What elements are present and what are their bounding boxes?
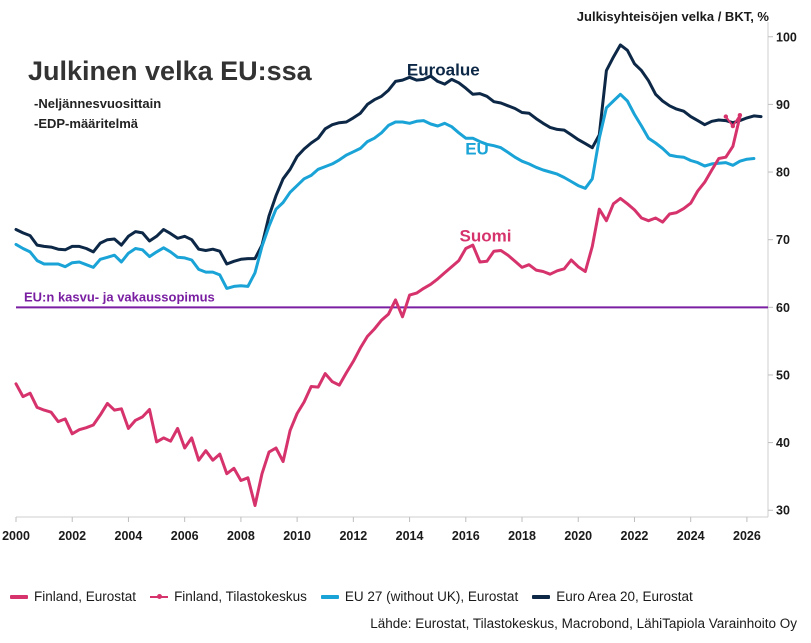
legend-swatch-marker bbox=[150, 593, 169, 599]
y-tick-label: 100 bbox=[776, 30, 797, 44]
legend-swatch bbox=[320, 594, 339, 599]
x-tick-label: 2000 bbox=[2, 529, 30, 543]
legend-swatch bbox=[10, 594, 28, 599]
x-tick-label: 2016 bbox=[452, 529, 480, 543]
series-label: Euroalue bbox=[407, 60, 480, 79]
x-tick-label: 2004 bbox=[115, 529, 143, 543]
x-tick-label: 2022 bbox=[621, 529, 649, 543]
legend-item-finland-tilastokeskus: Finland, Tilastokeskus bbox=[150, 589, 307, 604]
y-tick-label: 70 bbox=[776, 233, 790, 247]
legend-item-finland-eurostat: Finland, Eurostat bbox=[10, 589, 136, 604]
x-tick-label: 2020 bbox=[564, 529, 592, 543]
series-line-2 bbox=[14, 115, 742, 507]
x-tick-label: 2026 bbox=[733, 529, 761, 543]
reference-line-label: EU:n kasvu- ja vakaussopimus bbox=[24, 289, 215, 304]
x-tick-label: 2014 bbox=[396, 529, 424, 543]
legend-label: EU 27 (without UK), Eurostat bbox=[344, 589, 519, 604]
x-tick-label: 2006 bbox=[171, 529, 199, 543]
y-tick-label: 40 bbox=[776, 436, 790, 450]
legend-label: Euro Area 20, Eurostat bbox=[556, 589, 693, 604]
source-note: Lähde: Eurostat, Tilastokeskus, Macrobon… bbox=[370, 616, 797, 631]
chart-subtitle-1: -Neljännesvuosittain bbox=[34, 96, 161, 111]
x-tick-label: 2018 bbox=[508, 529, 536, 543]
chart-title: Julkinen velka EU:ssa bbox=[28, 56, 313, 86]
x-tick-label: 2024 bbox=[677, 529, 705, 543]
x-axis-ticks: 2000 2002 2004 2006 2008 2010 2012 2014 2016 2018… bbox=[2, 517, 761, 543]
legend-item-eu27: EU 27 (without UK), Eurostat bbox=[320, 589, 519, 604]
legend-swatch bbox=[532, 594, 551, 599]
x-tick-label: 2008 bbox=[227, 529, 255, 543]
y-tick-label: 30 bbox=[776, 504, 790, 518]
series-label: Suomi bbox=[459, 227, 511, 246]
x-tick-label: 2002 bbox=[58, 529, 86, 543]
series-line-1 bbox=[14, 92, 756, 290]
legend-item-euro-area: Euro Area 20, Eurostat bbox=[532, 589, 693, 604]
y-tick-label: 90 bbox=[776, 98, 790, 112]
series-label: EU bbox=[465, 139, 489, 158]
x-tick-label: 2010 bbox=[283, 529, 311, 543]
legend-label: Finland, Eurostat bbox=[34, 589, 137, 604]
series-lines bbox=[14, 43, 763, 507]
debt-chart: 2000 2002 2004 2006 2008 2010 2012 2014 2016 2018… bbox=[2, 9, 797, 543]
series-marker bbox=[730, 123, 736, 129]
legend-label: Finland, Tilastokeskus bbox=[174, 589, 307, 604]
series-line-0 bbox=[14, 43, 763, 266]
y-axis-ticks: 30 40 50 60 70 80 90 100 bbox=[768, 30, 797, 518]
y-tick-label: 60 bbox=[776, 301, 790, 315]
y-axis-unit-label: Julkisyhteisöjen velka / BKT, % bbox=[577, 9, 770, 24]
x-tick-label: 2012 bbox=[339, 529, 367, 543]
series-marker bbox=[723, 114, 729, 119]
y-tick-label: 50 bbox=[776, 368, 790, 382]
series-marker bbox=[737, 113, 743, 118]
y-tick-label: 80 bbox=[776, 166, 790, 180]
series-labels: Euroalue EU Suomi bbox=[407, 60, 512, 245]
legend: Finland, Eurostat Finland, Tilastokeskus… bbox=[10, 589, 707, 604]
chart-subtitle-2: -EDP-määritelmä bbox=[34, 116, 139, 131]
